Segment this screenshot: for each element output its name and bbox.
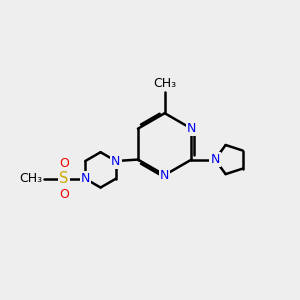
Text: CH₃: CH₃: [20, 172, 43, 185]
Text: N: N: [160, 169, 169, 182]
Text: N: N: [81, 172, 90, 185]
Text: N: N: [111, 154, 121, 167]
Text: N: N: [210, 153, 220, 166]
Text: N: N: [187, 122, 196, 135]
Text: O: O: [59, 157, 69, 170]
Text: O: O: [59, 188, 69, 200]
Text: CH₃: CH₃: [153, 76, 176, 90]
Text: S: S: [59, 171, 69, 186]
